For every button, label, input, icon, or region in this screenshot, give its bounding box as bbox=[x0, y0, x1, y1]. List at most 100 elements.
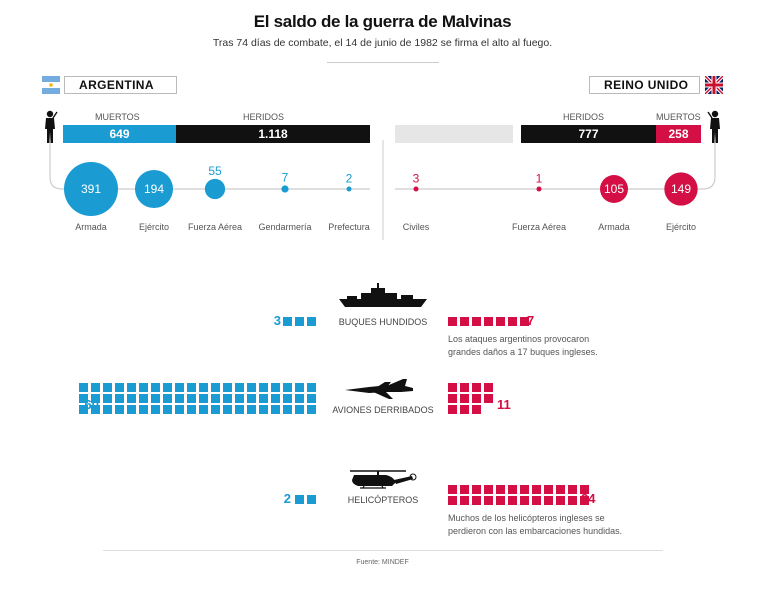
uk-helicopteros-unit-square bbox=[580, 485, 589, 494]
argentina-aviones-unit-square bbox=[259, 394, 268, 403]
argentina-muertos-bar: 649 bbox=[63, 125, 176, 143]
uk-helicopteros-unit-square bbox=[484, 496, 493, 505]
uk-helicopteros-unit-square bbox=[520, 485, 529, 494]
argentina-aviones-unit-square bbox=[235, 394, 244, 403]
uk-bubble-label: 149 bbox=[671, 182, 691, 196]
uk-bubble bbox=[413, 186, 419, 192]
argentina-helicopteros-unit-square bbox=[295, 495, 304, 504]
argentina-aviones-unit-square bbox=[211, 394, 220, 403]
argentina-aviones-unit-square bbox=[175, 383, 184, 392]
uk-aviones-count: 11 bbox=[497, 397, 511, 412]
argentina-aviones-unit-square bbox=[163, 383, 172, 392]
argentina-bubble bbox=[64, 162, 118, 216]
argentina-aviones-unit-square bbox=[235, 405, 244, 414]
argentina-label: ARGENTINA bbox=[64, 76, 177, 94]
uk-helicopteros-unit-square bbox=[496, 496, 505, 505]
page-title: El saldo de la guerra de Malvinas bbox=[253, 12, 512, 31]
uk-heridos-bar: 777 bbox=[521, 125, 656, 143]
argentina-aviones-unit-square bbox=[151, 405, 160, 414]
uk-bubble-label: 105 bbox=[604, 182, 624, 196]
title-divider bbox=[327, 62, 439, 63]
argentina-aviones-unit-square bbox=[115, 383, 124, 392]
uk-helicopteros-unit-square bbox=[568, 485, 577, 494]
argentina-aviones-unit-square bbox=[247, 394, 256, 403]
argentina-heridos-label: HERIDOS bbox=[243, 112, 285, 122]
argentina-bubble-label: 7 bbox=[282, 170, 289, 184]
uk-bubble bbox=[600, 175, 628, 203]
argentina-bubble-label: 194 bbox=[144, 182, 164, 196]
argentina-aviones-unit-square bbox=[139, 405, 148, 414]
uk-helicopteros-unit-square bbox=[448, 485, 457, 494]
uk-bubble bbox=[536, 186, 542, 192]
argentina-heridos-bar: 1.118 bbox=[176, 125, 370, 143]
argentina-aviones-unit-square bbox=[103, 405, 112, 414]
uk-bubble-label: 1 bbox=[536, 172, 543, 186]
uk-soldier-icon bbox=[707, 110, 720, 143]
argentina-aviones-unit-square bbox=[247, 405, 256, 414]
argentina-aviones-unit-square bbox=[211, 405, 220, 414]
argentina-bubble-label: 391 bbox=[81, 182, 101, 196]
source-note: Fuente: MINDEF bbox=[356, 559, 409, 566]
argentina-aviones-unit-square bbox=[223, 405, 232, 414]
losses-unit-chart bbox=[79, 317, 589, 505]
uk-buques-unit-square bbox=[472, 317, 481, 326]
warship-icon bbox=[339, 283, 427, 307]
argentina-aviones-unit-square bbox=[79, 405, 88, 414]
argentina-aviones-unit-square bbox=[271, 405, 280, 414]
argentina-aviones-unit-square bbox=[307, 383, 316, 392]
page-subtitle: Tras 74 días de combate, el 14 de junio … bbox=[212, 37, 553, 49]
uk-helicopteros-unit-square bbox=[472, 485, 481, 494]
argentina-aviones-unit-square bbox=[103, 383, 112, 392]
uk-heridos-label: HERIDOS bbox=[563, 112, 605, 122]
uk-helicopteros-unit-square bbox=[460, 485, 469, 494]
uk-helicopteros-unit-square bbox=[556, 485, 565, 494]
argentina-branch-label: Armada bbox=[75, 222, 107, 232]
uk-helicopteros-unit-square bbox=[472, 496, 481, 505]
argentina-aviones-unit-square bbox=[187, 394, 196, 403]
argentina-aviones-unit-square bbox=[223, 383, 232, 392]
uk-aviones-unit-square bbox=[472, 394, 481, 403]
argentina-aviones-unit-square bbox=[103, 394, 112, 403]
argentina-aviones-unit-square bbox=[295, 405, 304, 414]
argentina-aviones-unit-square bbox=[187, 383, 196, 392]
uk-helicopteros-unit-square bbox=[508, 485, 517, 494]
note-line: perdieron con las embarcaciones hundidas… bbox=[448, 526, 623, 536]
argentina-bubble bbox=[134, 169, 174, 209]
argentina-buques-unit-square bbox=[283, 317, 292, 326]
argentina-aviones-unit-square bbox=[307, 394, 316, 403]
note-line: grandes daños a 17 buques ingleses. bbox=[448, 347, 598, 357]
helicopteros-note: Muchos de los helicópteros ingleses se p… bbox=[448, 512, 622, 538]
loss-label-aviones: AVIONES DERRIBADOS bbox=[332, 405, 434, 415]
branch-bubbles-chart: 391 194 55 7 2 3 1 105 149 bbox=[49, 140, 716, 240]
uk-aviones-unit-square bbox=[484, 394, 493, 403]
loss-label-buques: BUQUES HUNDIDOS bbox=[338, 317, 428, 327]
argentina-aviones-unit-square bbox=[271, 383, 280, 392]
uk-buques-unit-square bbox=[460, 317, 469, 326]
argentina-aviones-unit-square bbox=[283, 383, 292, 392]
uk-flag-icon bbox=[705, 76, 723, 94]
uk-aviones-unit-square bbox=[448, 394, 457, 403]
argentina-branch-label: Gendarmería bbox=[258, 222, 312, 232]
argentina-flag-icon bbox=[42, 76, 60, 94]
uk-aviones-unit-square bbox=[448, 383, 457, 392]
argentina-aviones-unit-square bbox=[295, 383, 304, 392]
fighter-jet-icon bbox=[345, 379, 413, 399]
argentina-branch-label: Fuerza Aérea bbox=[187, 222, 243, 232]
uk-label: REINO UNIDO bbox=[589, 76, 700, 94]
argentina-aviones-unit-square bbox=[79, 394, 88, 403]
uk-muertos-bar: 258 bbox=[656, 125, 701, 143]
argentina-bubble bbox=[281, 185, 289, 193]
uk-aviones-unit-square bbox=[448, 405, 457, 414]
argentina-aviones-unit-square bbox=[91, 394, 100, 403]
buques-note: Los ataques argentinos provocaron grande… bbox=[448, 333, 598, 359]
uk-helicopteros-unit-square bbox=[496, 485, 505, 494]
argentina-aviones-unit-square bbox=[199, 405, 208, 414]
argentina-aviones-unit-square bbox=[139, 394, 148, 403]
argentina-aviones-unit-square bbox=[211, 383, 220, 392]
helicopter-icon bbox=[350, 470, 417, 489]
argentina-branch-label: Prefectura bbox=[328, 222, 370, 232]
uk-helicopteros-unit-square bbox=[544, 496, 553, 505]
uk-aviones-unit-square bbox=[460, 383, 469, 392]
uk-helicopteros-unit-square bbox=[520, 496, 529, 505]
uk-buques-count: 7 bbox=[527, 313, 535, 328]
